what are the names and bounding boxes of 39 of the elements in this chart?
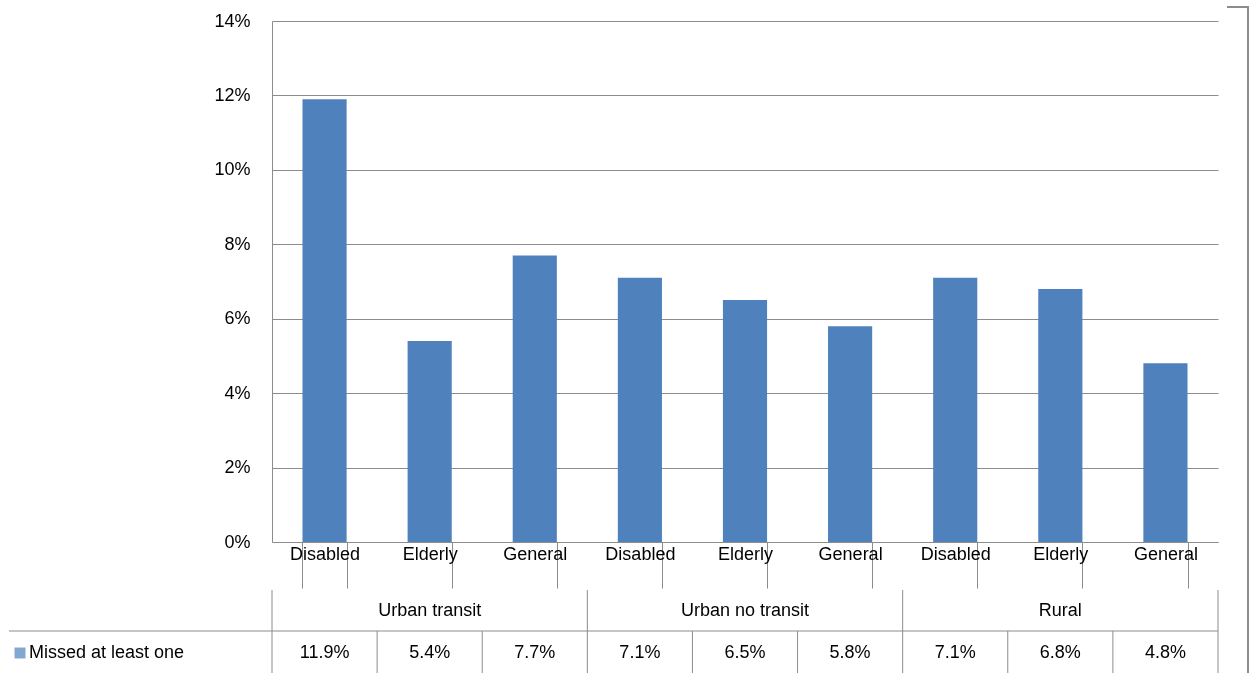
bar <box>302 99 347 542</box>
y-tick-label: 14% <box>214 10 251 31</box>
bar <box>933 277 978 542</box>
bar <box>407 341 452 542</box>
x-tick-label: Disabled <box>920 543 991 564</box>
bar <box>1143 363 1188 542</box>
data-label: 11.9% <box>299 642 350 662</box>
data-label: 7.1% <box>934 642 976 662</box>
y-tick-label: 2% <box>224 457 251 478</box>
bar <box>512 255 557 542</box>
y-tick-label: 6% <box>224 308 251 329</box>
legend-label: Missed at least one <box>29 642 185 662</box>
y-tick-label: 12% <box>214 84 251 105</box>
x-tick-label: General <box>503 543 568 564</box>
y-tick-label: 0% <box>224 531 251 552</box>
x-tick-label: Elderly <box>717 543 774 564</box>
y-tick-label: 10% <box>214 159 251 180</box>
bar <box>828 326 873 542</box>
bar <box>722 300 768 542</box>
data-label: 5.4% <box>409 642 451 662</box>
data-label: 7.1% <box>619 642 661 662</box>
y-tick-label: 4% <box>224 382 251 403</box>
text: Rural <box>1038 600 1082 620</box>
data-label: 6.8% <box>1039 642 1081 662</box>
x-tick-label: Elderly <box>1033 543 1089 564</box>
text: Urban no transit <box>680 600 810 620</box>
x-tick-label: General <box>818 543 883 564</box>
bar <box>617 277 662 542</box>
x-tick-label: Disabled <box>290 543 361 564</box>
y-tick-label: 8% <box>224 233 251 254</box>
data-label: 7.7% <box>514 642 556 662</box>
x-tick-label: Disabled <box>605 543 676 564</box>
data-label: 6.5% <box>724 642 766 662</box>
bar <box>1038 288 1083 542</box>
data-label: 5.8% <box>829 642 871 662</box>
text: Urban transit <box>378 600 482 620</box>
data-label: 4.8% <box>1144 642 1186 662</box>
x-tick-label: General <box>1133 543 1198 564</box>
x-tick-label: Elderly <box>402 543 458 564</box>
